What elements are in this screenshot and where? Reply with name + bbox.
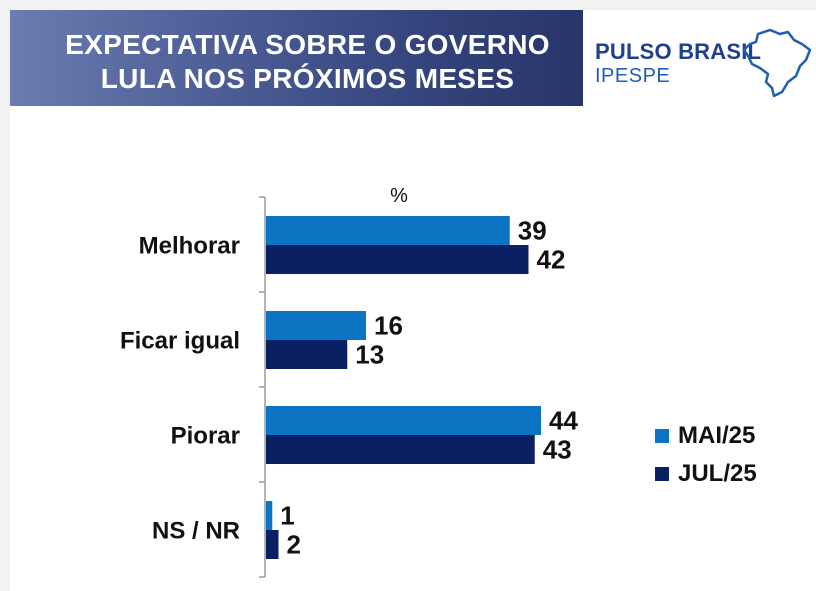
chart-title-line-2: LULA NOS PRÓXIMOS MESES xyxy=(100,63,515,94)
unit-label: % xyxy=(390,185,408,207)
bar-jul xyxy=(266,245,529,274)
data-label: 39 xyxy=(518,216,547,246)
legend-label-mai: MAI/25 xyxy=(678,422,756,449)
legend-swatch-jul xyxy=(655,467,669,481)
data-label: 2 xyxy=(287,530,301,560)
logo-name: PULSO BRASIL xyxy=(595,39,762,64)
bar-jul xyxy=(266,530,279,559)
legend-item-mai: MAI/25 xyxy=(655,417,757,455)
title-banner: EXPECTATIVA SOBRE O GOVERNO LULA NOS PRÓ… xyxy=(10,10,583,106)
data-label: 42 xyxy=(537,245,566,275)
category-label: NS / NR xyxy=(152,518,240,545)
legend: MAI/25 JUL/25 xyxy=(655,417,757,493)
bar-mai xyxy=(266,406,541,435)
legend-swatch-mai xyxy=(655,429,669,443)
logo-subtitle: IPESPE xyxy=(595,65,671,87)
bar-mai xyxy=(266,311,366,340)
category-label: Ficar igual xyxy=(120,328,240,355)
data-label: 16 xyxy=(374,311,403,341)
bar-jul xyxy=(266,340,348,369)
bar-mai xyxy=(266,501,273,530)
category-label: Piorar xyxy=(171,423,240,450)
bar-mai xyxy=(266,216,510,245)
data-label: 44 xyxy=(549,406,578,436)
brazil-map-icon xyxy=(742,28,812,98)
category-label: Melhorar xyxy=(139,233,240,260)
legend-label-jul: JUL/25 xyxy=(678,460,757,487)
pulso-brasil-logo: PULSO BRASIL IPESPE xyxy=(588,20,816,106)
left-border xyxy=(0,0,10,591)
chart-title-line-1: EXPECTATIVA SOBRE O GOVERNO xyxy=(65,29,550,60)
legend-item-jul: JUL/25 xyxy=(655,455,757,493)
bar-jul xyxy=(266,435,535,464)
data-label: 1 xyxy=(280,501,294,531)
chart-title: EXPECTATIVA SOBRE O GOVERNO LULA NOS PRÓ… xyxy=(40,28,575,96)
data-label: 13 xyxy=(355,340,384,370)
data-label: 43 xyxy=(543,435,572,465)
top-border xyxy=(0,0,816,10)
